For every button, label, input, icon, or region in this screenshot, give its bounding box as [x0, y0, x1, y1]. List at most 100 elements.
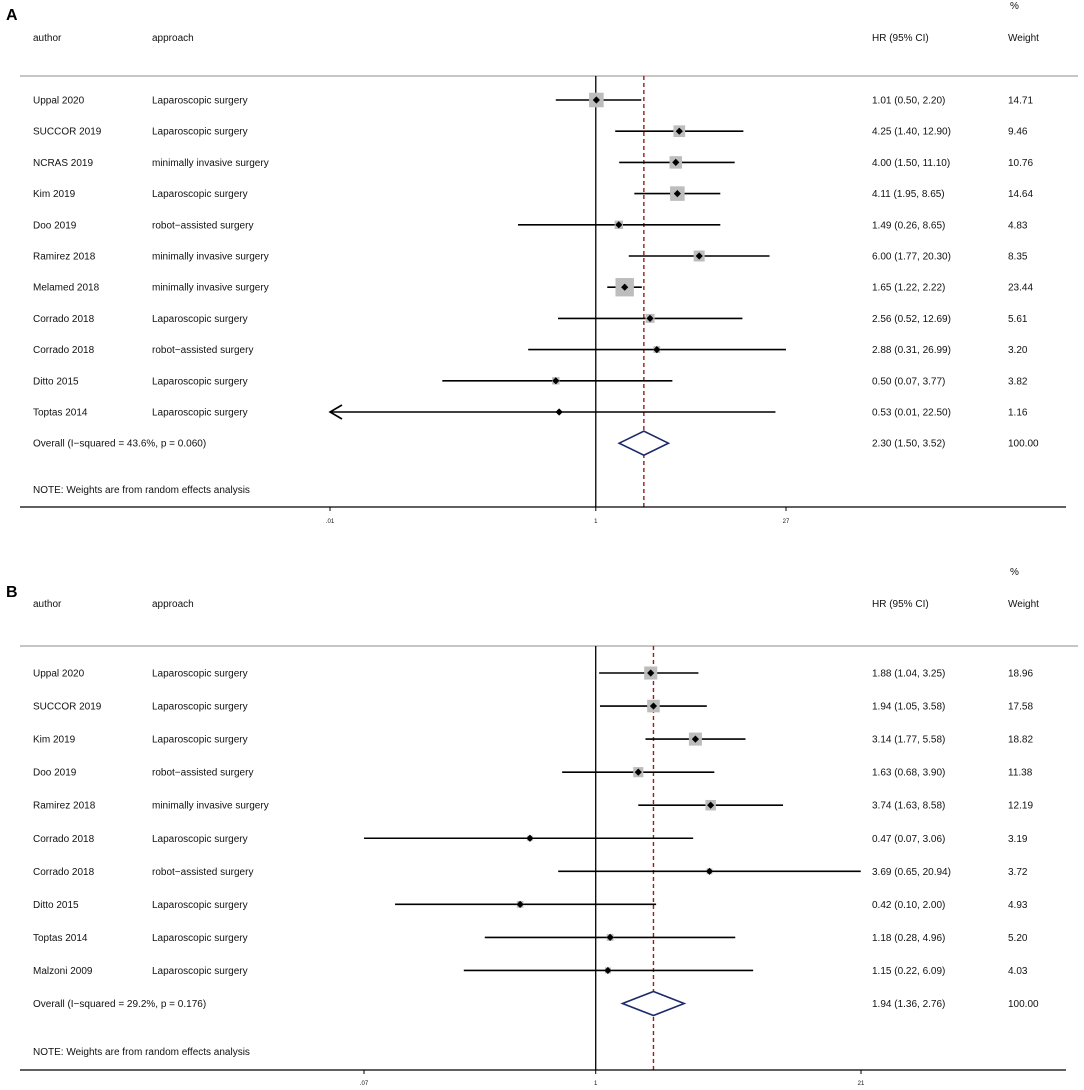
study-weight: 5.20	[1008, 933, 1028, 944]
study-row: Ditto 2015 Laparoscopic surgery 0.42 (0.10…	[33, 900, 1028, 911]
study-hr-ci: 0.42 (0.10, 2.00)	[872, 900, 945, 911]
study-approach: Laparoscopic surgery	[152, 96, 248, 107]
study-author: Ditto 2015	[33, 376, 79, 387]
study-row: Corrado 2018 robot−assisted surgery 2.88 (…	[33, 345, 1028, 356]
header-hr-ci: HR (95% CI)	[872, 599, 929, 610]
study-hr-ci: 3.74 (1.63, 8.58)	[872, 801, 945, 812]
study-approach: robot−assisted surgery	[152, 867, 253, 878]
study-hr-ci: 4.11 (1.95, 8.65)	[872, 189, 945, 200]
study-hr-ci: 1.88 (1.04, 3.25)	[872, 669, 945, 680]
study-row: Uppal 2020 Laparoscopic surgery 1.01 (0.50…	[33, 92, 1033, 108]
study-hr-ci: 1.15 (0.22, 6.09)	[872, 966, 945, 977]
study-point-estimate	[707, 801, 715, 809]
study-hr-ci: 6.00 (1.77, 20.30)	[872, 252, 951, 263]
overall-hr-ci: 2.30 (1.50, 3.52)	[872, 439, 945, 450]
study-row: Corrado 2018 Laparoscopic surgery 0.47 (0.…	[33, 834, 1028, 845]
study-weight: 18.96	[1008, 669, 1033, 680]
study-author: Corrado 2018	[33, 345, 95, 356]
study-point-estimate	[646, 314, 654, 322]
study-approach: Laparoscopic surgery	[152, 314, 248, 325]
study-approach: minimally invasive surgery	[152, 801, 269, 812]
study-point-estimate	[604, 966, 612, 975]
study-hr-ci: 0.50 (0.07, 3.77)	[872, 376, 945, 387]
study-weight: 18.82	[1008, 735, 1033, 746]
study-weight: 23.44	[1008, 283, 1033, 294]
study-row: Ditto 2015 Laparoscopic surgery 0.50 (0.07…	[33, 376, 1028, 387]
study-hr-ci: 4.00 (1.50, 11.10)	[872, 158, 950, 169]
study-weight: 1.16	[1008, 408, 1028, 419]
study-point-estimate	[552, 377, 560, 385]
overall-diamond	[620, 990, 687, 1017]
study-author: Kim 2019	[33, 735, 76, 746]
study-row: Kim 2019 Laparoscopic surgery 4.11 (1.95, …	[33, 186, 1033, 201]
study-point-estimate	[705, 867, 714, 875]
weights-note: NOTE: Weights are from random effects an…	[33, 485, 250, 496]
overall-hr-ci: 1.94 (1.36, 2.76)	[872, 999, 945, 1010]
study-weight: 12.19	[1008, 801, 1033, 812]
study-hr-ci: 1.18 (0.28, 4.96)	[872, 933, 945, 944]
header-author: author	[33, 33, 62, 44]
study-author: Ramirez 2018	[33, 801, 96, 812]
study-author: Ditto 2015	[33, 900, 79, 911]
study-weight: 4.83	[1008, 220, 1028, 231]
study-weight: 8.35	[1008, 252, 1028, 263]
x-tick-label: 27	[783, 519, 790, 525]
study-weight: 10.76	[1008, 158, 1033, 169]
study-point-estimate	[592, 96, 600, 104]
x-tick-label: .01	[326, 519, 335, 525]
study-row: Doo 2019 robot−assisted surgery 1.49 (0.26…	[33, 220, 1028, 231]
study-approach: Laparoscopic surgery	[152, 189, 248, 200]
study-author: SUCCOR 2019	[33, 702, 102, 713]
study-approach: robot−assisted surgery	[152, 220, 253, 231]
study-point-estimate	[672, 158, 680, 166]
forest-panel-b: B% author approach HR (95% CI) Weight Uppal 2…	[6, 567, 1078, 1087]
header-hr-ci: HR (95% CI)	[872, 33, 929, 44]
study-point-estimate	[621, 283, 629, 291]
study-row: Malzoni 2009 Laparoscopic surgery 1.15 (0.…	[33, 966, 1028, 977]
study-approach: Laparoscopic surgery	[152, 966, 248, 977]
study-author: Corrado 2018	[33, 867, 95, 878]
ci-truncation-arrow	[328, 404, 343, 420]
study-weight: 3.82	[1008, 376, 1028, 387]
study-point-estimate	[653, 346, 661, 354]
x-tick-label: 1	[594, 1081, 598, 1087]
study-row: NCRAS 2019 minimally invasive surgery 4.00…	[33, 156, 1033, 169]
study-row: Toptas 2014 Laparoscopic surgery 0.53 (0.0…	[33, 404, 1028, 420]
study-approach: Laparoscopic surgery	[152, 735, 248, 746]
header-approach: approach	[152, 33, 194, 44]
study-approach: minimally invasive surgery	[152, 283, 269, 294]
study-weight: 14.71	[1008, 96, 1033, 107]
study-row: Uppal 2020 Laparoscopic surgery 1.88 (1.04…	[33, 666, 1033, 680]
overall-label: Overall (I−squared = 43.6%, p = 0.060)	[33, 439, 206, 450]
study-author: Doo 2019	[33, 768, 77, 779]
overall-row: Overall (I−squared = 29.2%, p = 0.176) 1.…	[33, 990, 1039, 1017]
study-weight: 14.64	[1008, 189, 1033, 200]
study-weight: 11.38	[1008, 768, 1033, 779]
study-hr-ci: 4.25 (1.40, 12.90)	[872, 127, 951, 138]
header-author: author	[33, 599, 62, 610]
study-weight: 3.20	[1008, 345, 1028, 356]
study-point-estimate	[675, 127, 683, 135]
study-author: Ramirez 2018	[33, 252, 96, 263]
study-author: Corrado 2018	[33, 314, 95, 325]
overall-diamond	[617, 430, 671, 457]
study-approach: Laparoscopic surgery	[152, 408, 248, 419]
study-row: Kim 2019 Laparoscopic surgery 3.14 (1.77, …	[33, 732, 1033, 746]
forest-panel-a: A% author approach HR (95% CI) Weight Uppal 2…	[6, 1, 1078, 525]
study-approach: robot−assisted surgery	[152, 768, 253, 779]
overall-weight: 100.00	[1008, 999, 1039, 1010]
x-tick-label: .07	[360, 1081, 369, 1087]
study-author: Doo 2019	[33, 220, 77, 231]
study-hr-ci: 3.69 (0.65, 20.94)	[872, 867, 951, 878]
study-row: SUCCOR 2019 Laparoscopic surgery 1.94 (1.0…	[33, 699, 1033, 713]
study-weight: 3.19	[1008, 834, 1028, 845]
overall-weight: 100.00	[1008, 439, 1039, 450]
x-tick-label: 1	[594, 519, 598, 525]
study-point-estimate	[615, 221, 623, 229]
study-weight: 5.61	[1008, 314, 1028, 325]
study-point-estimate	[673, 190, 681, 198]
study-hr-ci: 0.53 (0.01, 22.50)	[872, 408, 951, 419]
study-approach: robot−assisted surgery	[152, 345, 253, 356]
study-hr-ci: 1.49 (0.26, 8.65)	[872, 220, 945, 231]
